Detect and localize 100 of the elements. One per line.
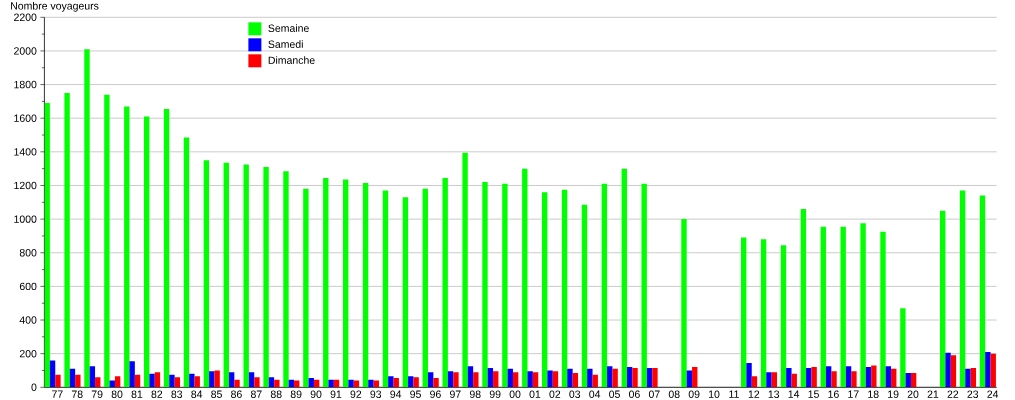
bar <box>851 371 857 388</box>
x-tick-label: 97 <box>449 390 461 398</box>
bar <box>362 182 369 388</box>
bar <box>473 372 479 388</box>
bar <box>632 367 638 388</box>
y-tick-label: 800 <box>19 249 37 257</box>
bar <box>328 379 334 388</box>
x-tick-label: 22 <box>947 390 959 398</box>
bar <box>493 371 499 388</box>
bar <box>959 190 966 388</box>
bar <box>209 371 215 388</box>
y-tick-label: 600 <box>19 282 37 291</box>
bar <box>447 371 454 388</box>
bar <box>646 367 653 388</box>
bar <box>626 367 633 388</box>
x-tick-label: 20 <box>907 390 919 398</box>
bar <box>910 373 917 388</box>
legend-label: Dimanche <box>268 56 315 64</box>
bar <box>55 374 61 388</box>
bar <box>800 209 807 388</box>
bar <box>223 162 229 388</box>
bar <box>234 379 240 388</box>
bar <box>970 367 977 388</box>
bar <box>283 171 289 388</box>
x-tick-label: 91 <box>330 390 342 398</box>
x-tick-label: 03 <box>569 390 581 398</box>
bar <box>442 177 448 388</box>
x-tick-label: 12 <box>748 390 760 398</box>
bar <box>741 237 747 388</box>
x-tick-label: 99 <box>489 390 501 398</box>
bar <box>601 183 608 388</box>
bar <box>652 367 658 388</box>
bar <box>44 103 50 388</box>
legend-label: Semaine <box>268 24 309 32</box>
bar <box>254 377 260 388</box>
x-tick-label: 13 <box>768 390 780 398</box>
bar <box>368 379 374 388</box>
bar <box>542 192 548 388</box>
bar <box>183 137 190 388</box>
bar <box>891 368 897 388</box>
bar <box>487 367 494 388</box>
x-tick-label: 23 <box>967 390 979 398</box>
bar <box>174 377 181 388</box>
bar <box>820 226 826 388</box>
x-tick-label: 95 <box>410 390 421 398</box>
x-tick-label: 84 <box>191 390 203 398</box>
x-tick-label: 79 <box>91 390 103 398</box>
y-tick-label: 200 <box>19 349 37 358</box>
bar <box>840 226 846 388</box>
bar <box>950 355 957 388</box>
bar <box>845 366 852 388</box>
bar <box>482 182 488 388</box>
x-tick-label: 77 <box>52 390 63 398</box>
bar <box>263 166 269 388</box>
bar <box>965 368 971 388</box>
bar <box>985 351 991 388</box>
x-tick-label: 19 <box>888 390 899 398</box>
bar <box>502 183 508 388</box>
bar <box>348 379 354 388</box>
bar <box>945 352 951 388</box>
bar <box>811 367 817 388</box>
bar <box>343 179 349 388</box>
x-tick-label: 78 <box>71 390 83 398</box>
bar <box>144 116 150 388</box>
bar <box>462 152 468 388</box>
bar <box>786 367 792 388</box>
bar <box>248 372 255 388</box>
y-tick-label: 1000 <box>14 215 37 223</box>
bar <box>532 372 539 388</box>
bar <box>228 372 235 388</box>
x-tick-label: 17 <box>848 390 859 398</box>
x-tick-label: 18 <box>868 390 879 398</box>
bar <box>561 189 568 388</box>
bar <box>940 210 946 388</box>
x-tick-label: 82 <box>151 390 163 398</box>
x-tick-label: 09 <box>688 390 700 398</box>
bar <box>129 361 135 388</box>
bar <box>69 368 76 388</box>
bar <box>382 190 389 388</box>
bar <box>308 378 314 388</box>
x-tick-label: 81 <box>131 390 143 398</box>
y-tick-label: 0 <box>31 383 37 392</box>
bar <box>169 374 175 388</box>
x-tick-label: 04 <box>589 390 601 398</box>
bar <box>760 239 767 388</box>
bar <box>612 368 618 388</box>
bar <box>686 370 693 388</box>
bar <box>860 223 866 388</box>
x-tick-label: 05 <box>609 390 620 398</box>
bar <box>806 367 812 388</box>
x-tick-label: 94 <box>390 390 402 398</box>
x-tick-label: 80 <box>111 390 123 398</box>
x-tick-label: 90 <box>310 390 322 398</box>
bar <box>567 368 573 388</box>
bar <box>189 373 195 388</box>
y-tick-label: 2200 <box>14 13 37 22</box>
bar <box>243 164 249 388</box>
bar <box>527 371 533 388</box>
x-tick-label: 14 <box>788 390 800 398</box>
bar <box>95 377 101 388</box>
